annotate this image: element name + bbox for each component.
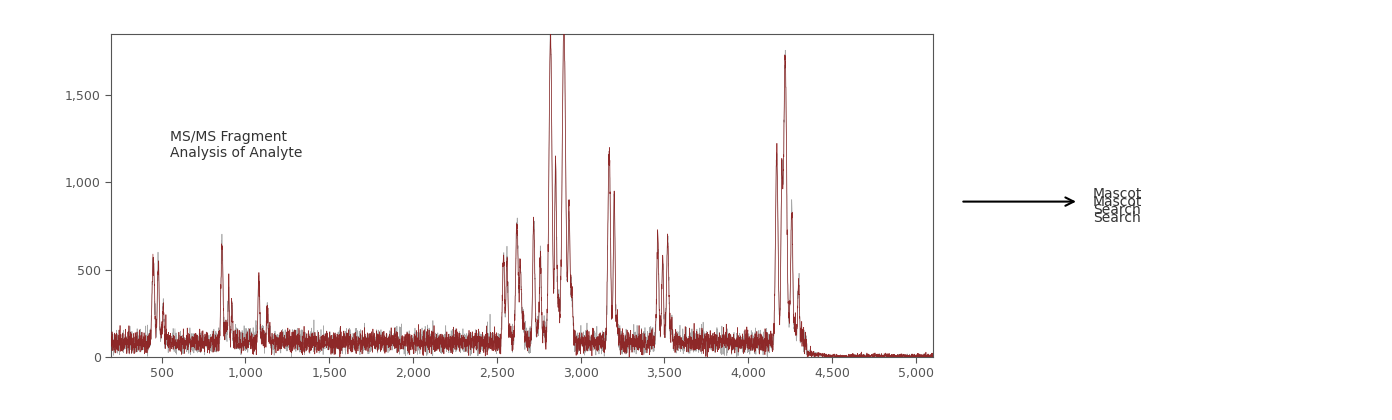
Text: Mascot
Search: Mascot Search [1093,195,1141,225]
Text: MS/MS Fragment
Analysis of Analyte: MS/MS Fragment Analysis of Analyte [170,130,302,160]
Text: Mascot
Search: Mascot Search [1093,186,1141,217]
